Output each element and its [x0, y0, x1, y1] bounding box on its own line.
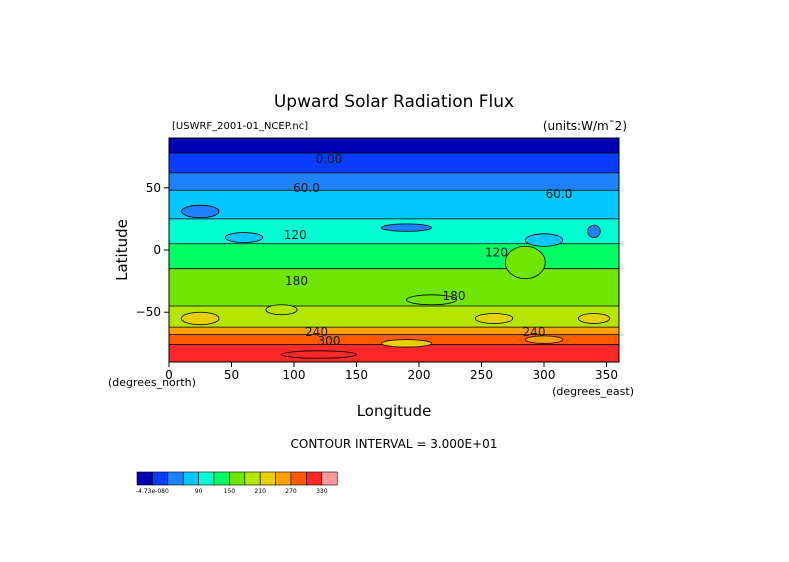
- units-label: (units:W/m¯2): [543, 119, 627, 133]
- field-patch-5: [504, 245, 546, 280]
- field-patch-8: [265, 304, 298, 316]
- colorbar: [136, 471, 338, 486]
- colorbar-swatch-3: [182, 471, 199, 486]
- contour-label-1: 60.0: [293, 181, 320, 195]
- x-tick-label-1: 50: [224, 368, 239, 382]
- colorbar-label-5: 330: [316, 488, 328, 495]
- field-patch-6: [406, 294, 457, 306]
- zonal-band-2: [169, 172, 619, 191]
- x-tick-label-7: 350: [595, 368, 618, 382]
- y-tick-label-2: −50: [136, 305, 161, 319]
- field-patch-10: [577, 313, 611, 324]
- colorbar-swatch-6: [229, 471, 246, 486]
- chart-title: Upward Solar Radiation Flux: [274, 92, 514, 112]
- colorbar-label-4: 270: [285, 488, 297, 495]
- x-tick-label-5: 250: [470, 368, 493, 382]
- colorbar-swatch-12: [321, 471, 338, 486]
- field-patch-2: [587, 224, 601, 238]
- colorbar-swatch-2: [167, 471, 184, 486]
- colorbar-label-2: 150: [224, 488, 236, 495]
- x-tick-label-0: 0: [165, 368, 173, 382]
- x-unit-right: (degrees_east): [552, 385, 634, 398]
- contour-label-5: 180: [285, 274, 308, 288]
- x-tick-label-3: 150: [345, 368, 368, 382]
- colorbar-swatch-1: [152, 471, 169, 486]
- field-patch-12: [524, 335, 564, 344]
- x-tick-label-2: 100: [283, 368, 306, 382]
- contour-label-9: 300: [318, 334, 341, 348]
- contour-label-8: 240: [523, 325, 546, 339]
- zonal-band-6: [169, 268, 619, 306]
- colorbar-swatch-0: [136, 471, 153, 486]
- field-patch-0: [181, 204, 220, 219]
- x-axis: 0 50 100 150 200 250 300 350: [165, 362, 618, 382]
- field-patch-7: [181, 311, 220, 326]
- colorbar-swatch-7: [244, 471, 261, 486]
- field-patch-1: [381, 223, 432, 232]
- colorbar-swatch-9: [275, 471, 292, 486]
- file-label: [USWRF_2001-01_NCEP.nc]: [172, 121, 308, 132]
- colorbar-label-3: 210: [254, 488, 266, 495]
- field-patch-9: [474, 313, 514, 324]
- zonal-band-7: [169, 306, 619, 328]
- field-patch-3: [224, 232, 264, 243]
- x-unit-left: (degrees_north): [108, 376, 196, 389]
- y-axis-label: Latitude: [113, 219, 131, 281]
- contour-interval: CONTOUR INTERVAL = 3.000E+01: [291, 437, 498, 451]
- colorbar-labels: -4.73e-080 90 150 210 270 330: [136, 488, 328, 495]
- contour-label-4: 120: [485, 245, 508, 259]
- contour-label-7: 240: [305, 325, 328, 339]
- zonal-band-10: [169, 344, 619, 362]
- contour-label-6: 180: [443, 289, 466, 303]
- radiation-field: [169, 138, 619, 362]
- zonal-band-5: [169, 243, 619, 269]
- y-tick-label-1: 0: [153, 243, 161, 257]
- field-patch-13: [281, 350, 357, 359]
- colorbar-swatch-10: [290, 471, 307, 486]
- colorbar-swatch-11: [306, 471, 323, 486]
- x-tick-label-4: 200: [408, 368, 431, 382]
- x-axis-label: Longitude: [357, 402, 432, 420]
- field-patch-4: [524, 233, 564, 247]
- colorbar-label-1: 90: [195, 488, 203, 495]
- field-patch-11: [381, 339, 432, 348]
- colorbar-label-0: -4.73e-080: [136, 488, 169, 495]
- colorbar-swatch-8: [259, 471, 276, 486]
- contour-label-2: 60.0: [546, 187, 573, 201]
- zonal-band-9: [169, 334, 619, 345]
- y-tick-label-0: 50: [146, 181, 161, 195]
- zonal-band-0: [169, 138, 619, 153]
- y-axis: 50 0 −50: [136, 181, 169, 319]
- contour-label-0: 0.00: [316, 152, 343, 166]
- x-tick-label-6: 300: [533, 368, 556, 382]
- zonal-band-3: [169, 190, 619, 219]
- zonal-band-8: [169, 327, 619, 335]
- colorbar-swatch-4: [198, 471, 215, 486]
- contour-label-3: 120: [284, 228, 307, 242]
- zonal-band-1: [169, 152, 619, 173]
- colorbar-swatch-5: [213, 471, 230, 486]
